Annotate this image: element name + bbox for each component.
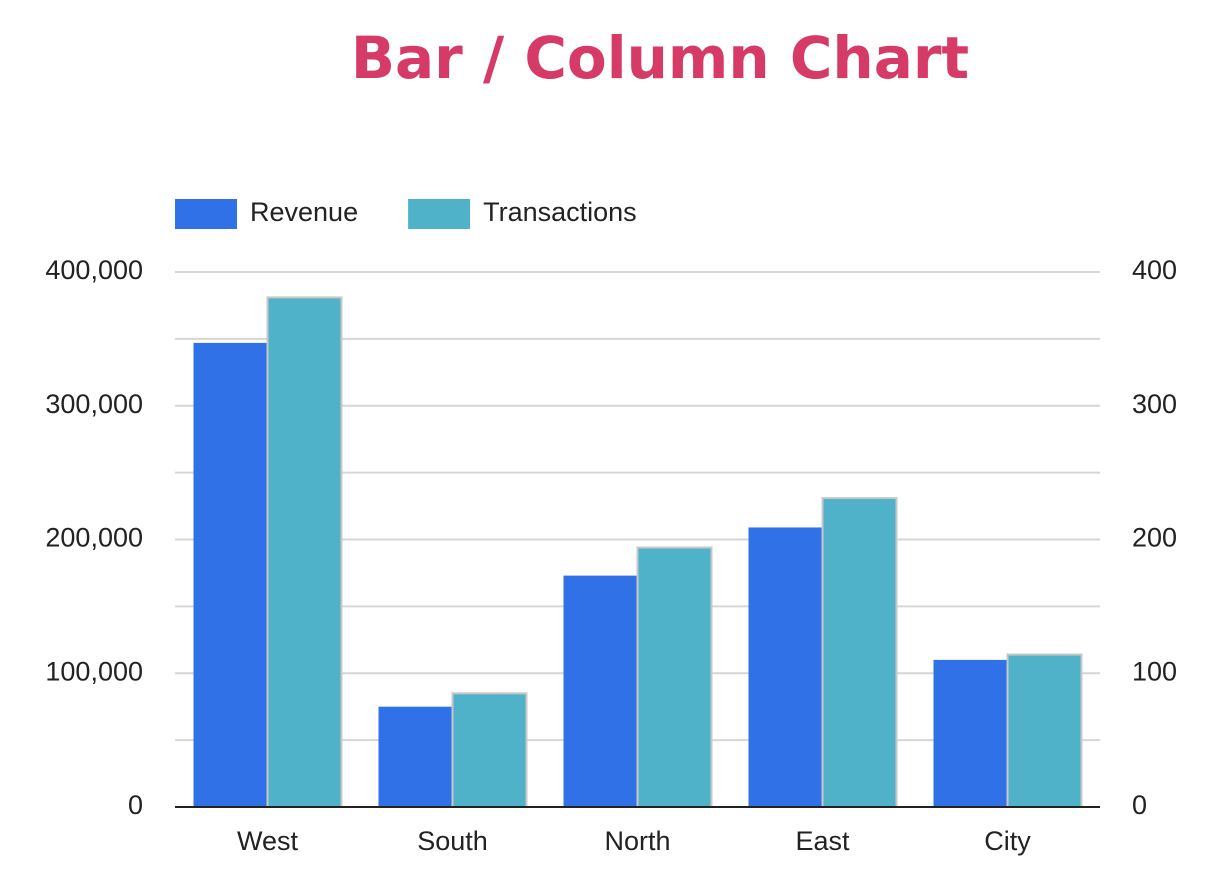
bar [378, 706, 453, 807]
y-tick-label: 200,000 [45, 523, 143, 553]
y-tick-label: 400,000 [45, 255, 143, 285]
y2-tick-label: 0 [1132, 790, 1147, 820]
bar [821, 497, 898, 808]
x-tick-label: North [604, 826, 670, 856]
y2-tick-label: 300 [1132, 389, 1177, 419]
legend-swatch [175, 199, 237, 229]
bar [933, 659, 1008, 807]
x-tick-label: South [417, 826, 488, 856]
y2-tick-label: 100 [1132, 656, 1177, 686]
y2-tick-label: 400 [1132, 255, 1177, 285]
bar [636, 546, 713, 809]
chart-title: Bar / Column Chart [351, 24, 969, 92]
bar [266, 296, 343, 808]
x-tick-label: East [795, 826, 850, 856]
x-tick-label: City [984, 826, 1031, 856]
y-tick-label: 0 [128, 790, 143, 820]
bar [193, 342, 268, 807]
legend-swatch [408, 199, 471, 229]
x-tick-label: West [237, 826, 299, 856]
y-tick-label: 300,000 [45, 389, 143, 419]
bar [563, 575, 638, 807]
bar [748, 527, 823, 807]
y-tick-label: 100,000 [45, 656, 143, 686]
bar [1006, 653, 1083, 809]
y2-tick-label: 200 [1132, 523, 1177, 553]
bar [451, 692, 528, 808]
legend-label: Revenue [250, 197, 358, 227]
legend-label: Transactions [483, 197, 637, 227]
